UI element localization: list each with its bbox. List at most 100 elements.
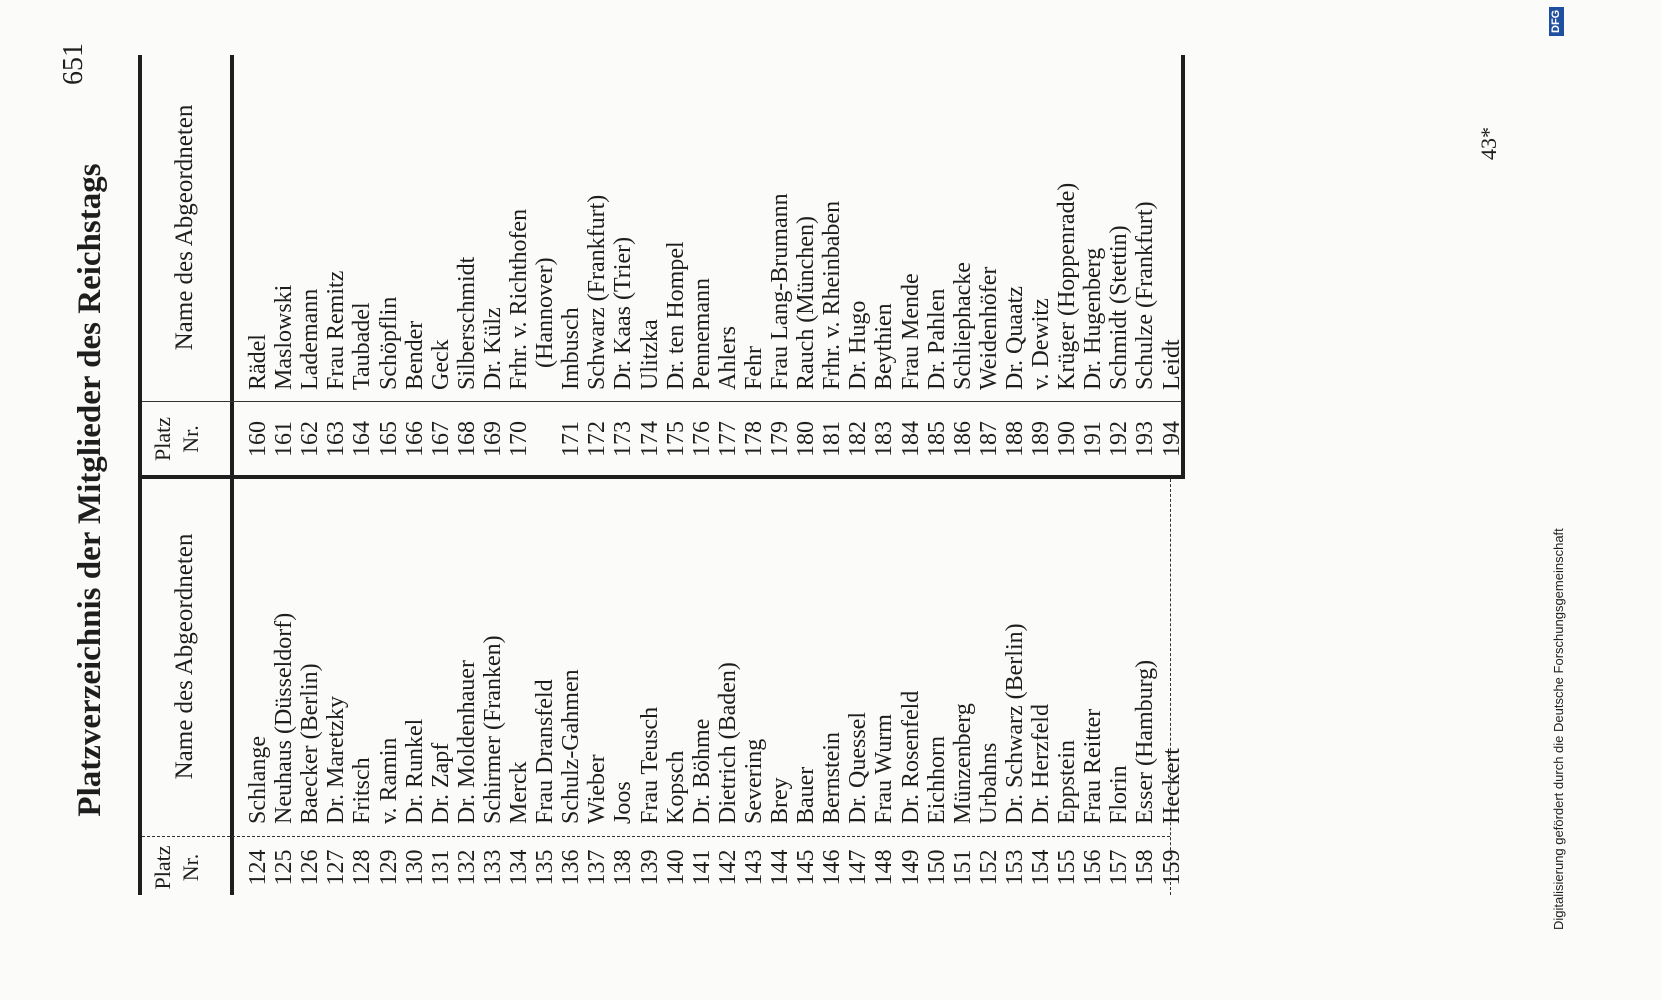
member-name: Pennemann	[688, 278, 715, 390]
member-name: Dr. Kaas (Trier)	[610, 236, 637, 390]
member-name: Silberschmidt	[453, 256, 480, 390]
member-name: Maslowski	[271, 284, 298, 390]
seat-number: 168	[453, 421, 480, 457]
seat-number: 158	[1132, 849, 1159, 886]
member-name: Dr. Hugenberg	[1080, 247, 1107, 390]
header-name: Name des Abgeordneten	[171, 533, 198, 780]
member-name: Rauch (München)	[793, 216, 820, 390]
member-name: Dr. Zapf	[427, 742, 454, 824]
member-name: Dr. Maretzky	[323, 696, 350, 824]
seat-number: 145	[793, 849, 820, 886]
seat-number: 133	[479, 849, 506, 886]
seat-number: 137	[584, 849, 611, 886]
seat-number: 167	[427, 421, 454, 457]
member-name: Schliephacke	[949, 262, 976, 390]
seat-number: 147	[845, 849, 872, 886]
member-name: Dr. Külz	[479, 307, 506, 390]
seat-number: 152	[975, 849, 1002, 886]
seat-number: 148	[871, 849, 898, 886]
member-name: Frau Remitz	[323, 270, 350, 390]
member-name: Dr. Quessel	[845, 712, 872, 824]
member-name: Dr. Runkel	[401, 718, 428, 824]
member-name: Dietrich (Baden)	[714, 662, 741, 824]
member-name: Merck	[506, 761, 532, 824]
member-name: Dr. Herzfeld	[1028, 704, 1054, 824]
seat-number: 143	[740, 849, 767, 886]
seat-number: 190	[1054, 421, 1081, 457]
seat-number: 189	[1028, 421, 1054, 457]
page-number: 651	[58, 43, 89, 85]
seat-number: 125	[271, 849, 298, 886]
seat-number: 134	[506, 849, 532, 886]
seat-number: 186	[949, 421, 976, 457]
seat-number: 138	[610, 849, 637, 886]
member-name: Leidt	[1158, 339, 1185, 390]
member-name: Eppstein	[1054, 740, 1081, 824]
seat-number: 179	[767, 421, 793, 457]
member-name: Imbusch	[558, 307, 585, 390]
member-name: Baecker (Berlin)	[297, 663, 324, 824]
seat-number: 194	[1158, 421, 1185, 457]
header-number: Platz	[150, 845, 175, 890]
seat-number: 135	[532, 849, 559, 886]
member-name: Frau Teusch	[636, 706, 663, 824]
member-name: Ahlers	[714, 326, 741, 390]
member-name: Ulitzka	[636, 319, 663, 390]
member-name: Frau Wurm	[871, 714, 898, 824]
seat-number: 139	[636, 849, 663, 886]
member-name: Bernstein	[819, 732, 846, 824]
seat-number: 177	[714, 421, 741, 457]
rule	[142, 401, 1182, 402]
seat-number: 193	[1132, 421, 1159, 457]
seat-number: 157	[1106, 849, 1133, 886]
member-name: Esser (Hamburg)	[1132, 659, 1159, 824]
seat-number: 141	[688, 849, 715, 886]
member-name: Dr. Böhme	[688, 718, 715, 824]
seat-number: 126	[297, 849, 324, 886]
seat-number: 188	[1001, 421, 1028, 457]
header-number: Nr.	[178, 853, 203, 882]
member-name: Wieber	[584, 754, 611, 824]
seat-number: 163	[323, 421, 350, 457]
member-name: v. Dewitz	[1028, 298, 1054, 390]
seat-number: 178	[740, 421, 767, 457]
seat-number: 129	[375, 849, 402, 886]
member-name: Brey	[767, 777, 793, 824]
seat-number: 149	[897, 849, 924, 886]
seat-number: 136	[558, 849, 585, 886]
member-name-cont: (Hannover)	[532, 257, 559, 368]
member-name: Severing	[740, 738, 767, 824]
seat-number: 164	[349, 421, 376, 457]
header-name: Name des Abgeordneten	[171, 104, 198, 351]
seat-number: 184	[897, 421, 924, 457]
seat-number: 169	[479, 421, 506, 457]
seat-number: 166	[401, 421, 428, 457]
seat-number: 150	[923, 849, 950, 886]
seat-number: 191	[1080, 421, 1107, 457]
seat-number: 142	[714, 849, 741, 886]
member-name: Schulze (Frankfurt)	[1132, 201, 1159, 390]
header-number: Platz	[150, 417, 175, 461]
member-name: Urbahns	[975, 742, 1002, 824]
seat-number: 153	[1001, 849, 1028, 886]
member-name: Beythien	[871, 303, 898, 390]
seat-number: 175	[662, 421, 689, 457]
member-name: Schlange	[245, 736, 271, 824]
seat-number: 173	[610, 421, 637, 457]
member-name: Dr. Pahlen	[923, 288, 950, 390]
seat-number: 171	[558, 421, 585, 457]
member-name: Heckert	[1158, 748, 1185, 824]
member-name: Dr. Hugo	[845, 300, 872, 390]
member-name: Rädel	[245, 334, 271, 390]
member-name: Dr. Quaatz	[1001, 286, 1028, 390]
member-name: Taubadel	[349, 302, 376, 390]
rule	[142, 836, 1170, 837]
member-name: Münzenberg	[949, 703, 976, 824]
member-name: Frhr. v. Richthofen	[506, 208, 532, 390]
seat-number: 146	[819, 849, 846, 886]
seat-number: 165	[375, 421, 402, 457]
seat-number: 161	[271, 421, 298, 457]
member-name: Florin	[1106, 765, 1133, 824]
